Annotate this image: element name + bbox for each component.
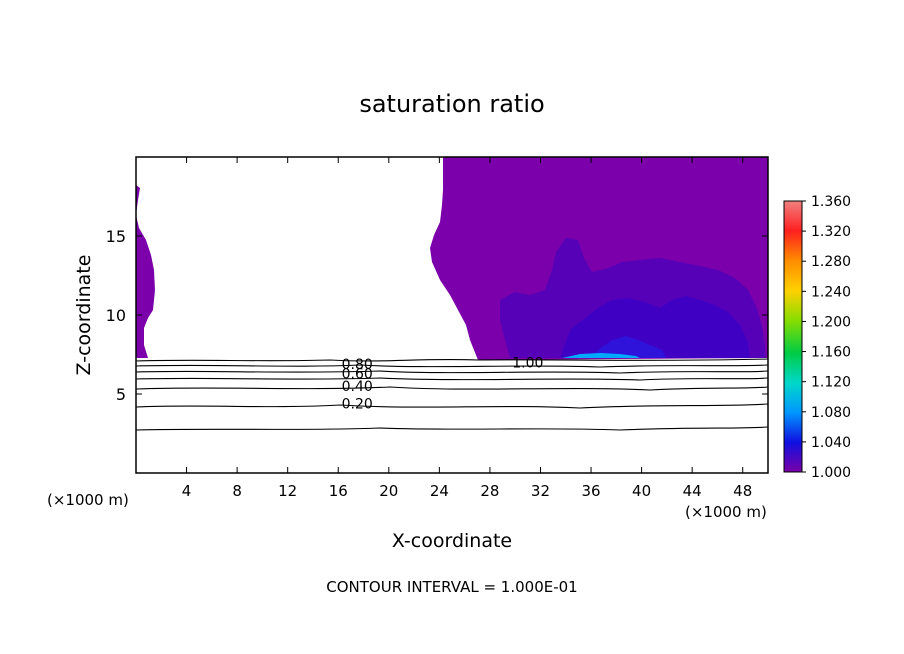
filled-regions [136, 157, 768, 360]
contour-line-1 [136, 358, 768, 362]
contour-line-6 [136, 403, 768, 409]
x-tick-label: 28 [480, 482, 499, 500]
colorbar-label: 1.160 [811, 345, 851, 361]
x-axis-label: X-coordinate [392, 530, 512, 552]
x-tick-label: 16 [329, 482, 348, 500]
purple-region-left [136, 185, 155, 358]
cyan-streak [562, 353, 640, 358]
x-unit-left: (×1000 m) [47, 491, 129, 509]
y-axis-label: Z-coordinate [73, 255, 95, 376]
y-tick-label: 10 [106, 306, 126, 325]
chart-title: saturation ratio [359, 90, 544, 118]
x-tick-label: 20 [379, 482, 398, 500]
colorbar-label: 1.280 [811, 254, 851, 270]
colorbar-label: 1.080 [811, 405, 851, 421]
colorbar [783, 200, 803, 473]
colorbar-label: 1.040 [811, 435, 851, 451]
x-tick-label: 8 [232, 482, 242, 500]
contour-line-5 [136, 386, 768, 391]
contour-label: 1.00 [512, 355, 543, 371]
x-tick-label: 4 [182, 482, 192, 500]
x-tick-label: 24 [430, 482, 449, 500]
contour-label: 0.20 [342, 396, 373, 412]
contour-line-3 [136, 370, 768, 374]
y-tick-label: 5 [116, 385, 126, 404]
x-tick-label: 40 [632, 482, 651, 500]
x-tick-label: 48 [733, 482, 752, 500]
contour-line-7 [136, 426, 768, 431]
colorbar-label: 1.360 [811, 194, 851, 210]
colorbar-label: 1.000 [811, 465, 851, 481]
contour-line-4 [136, 377, 768, 381]
contour-label: 0.40 [342, 379, 373, 395]
x-tick-label: 12 [278, 482, 297, 500]
x-unit-right: (×1000 m) [685, 503, 767, 521]
blue-patch [592, 336, 666, 358]
contour-line-2 [136, 364, 768, 368]
colorbar-label: 1.320 [811, 224, 851, 240]
contour-label: 0.60 [342, 366, 373, 382]
colorbar-labels: 1.360 1.320 1.280 1.240 1.200 1.160 1.120 1.080… [802, 194, 851, 481]
y-tick-label: 15 [106, 227, 126, 246]
x-tick-label: 44 [683, 482, 702, 500]
contour-interval-text: CONTOUR INTERVAL = 1.000E-01 [326, 578, 577, 596]
contour-labels: 0.200.400.600.80 1.00 [342, 355, 544, 412]
indigo-patch-2 [560, 296, 750, 358]
x-tick-label: 32 [531, 482, 550, 500]
contour-label: 0.80 [342, 357, 373, 373]
colorbar-label: 1.240 [811, 284, 851, 300]
colorbar-label: 1.120 [811, 375, 851, 391]
contour-lines [136, 358, 768, 431]
x-tick-label: 36 [581, 482, 600, 500]
colorbar-label: 1.200 [811, 314, 851, 330]
